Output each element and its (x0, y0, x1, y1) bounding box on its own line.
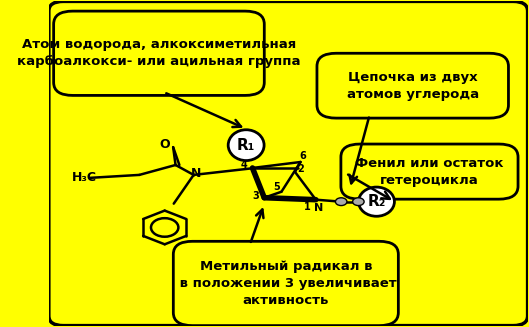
Circle shape (335, 198, 347, 206)
Text: R₂: R₂ (367, 194, 386, 209)
Text: Фенил или остаток
гетероцикла: Фенил или остаток гетероцикла (355, 157, 504, 187)
FancyBboxPatch shape (341, 144, 518, 199)
Text: 2: 2 (297, 164, 304, 174)
Text: 6: 6 (299, 150, 306, 161)
Text: 4: 4 (241, 160, 247, 170)
Text: 3: 3 (252, 191, 259, 201)
Text: Атом водорода, алкоксиметильная
карбоалкокси- или ацильная группа: Атом водорода, алкоксиметильная карбоалк… (17, 38, 300, 68)
Text: R₁: R₁ (237, 138, 256, 153)
FancyBboxPatch shape (317, 53, 508, 118)
Ellipse shape (228, 130, 264, 161)
Text: N: N (314, 203, 323, 213)
FancyBboxPatch shape (53, 11, 264, 95)
Text: H₃C: H₃C (72, 171, 97, 184)
Text: Цепочка из двух
атомов углерода: Цепочка из двух атомов углерода (346, 71, 479, 101)
FancyBboxPatch shape (174, 241, 398, 326)
Text: 5: 5 (273, 182, 280, 192)
Text: O: O (159, 138, 170, 151)
Text: Метильный радикал в
 в положении 3 увеличивает
активность: Метильный радикал в в положении 3 увелич… (175, 260, 397, 307)
Circle shape (353, 198, 364, 206)
Text: 1: 1 (304, 202, 311, 212)
Ellipse shape (359, 187, 395, 216)
Text: N: N (191, 167, 201, 180)
